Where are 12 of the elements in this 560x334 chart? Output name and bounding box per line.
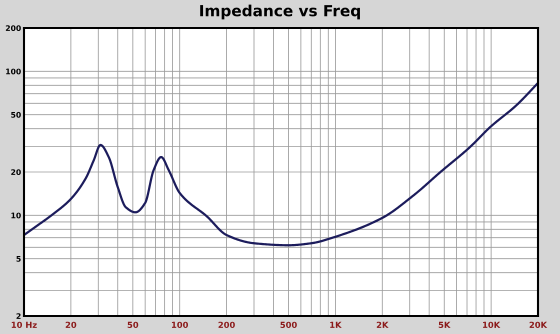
x-tick-label: 10 Hz xyxy=(12,322,37,328)
x-tick-label: 20K xyxy=(530,322,548,328)
x-tick-label: 200 xyxy=(218,322,235,328)
x-tick-label: 2K xyxy=(376,322,389,328)
x-tick-label: 10K xyxy=(483,322,500,328)
x-tick-label: 5K xyxy=(438,322,451,328)
x-tick-label: 20 xyxy=(66,322,76,328)
x-tick-label: 50 xyxy=(128,322,138,328)
chart-title: Impedance vs Freq xyxy=(200,4,360,20)
x-tick-label: 1K xyxy=(330,322,342,328)
x-tick-label: 500 xyxy=(280,322,297,328)
x-tick-label: 100 xyxy=(172,322,188,328)
